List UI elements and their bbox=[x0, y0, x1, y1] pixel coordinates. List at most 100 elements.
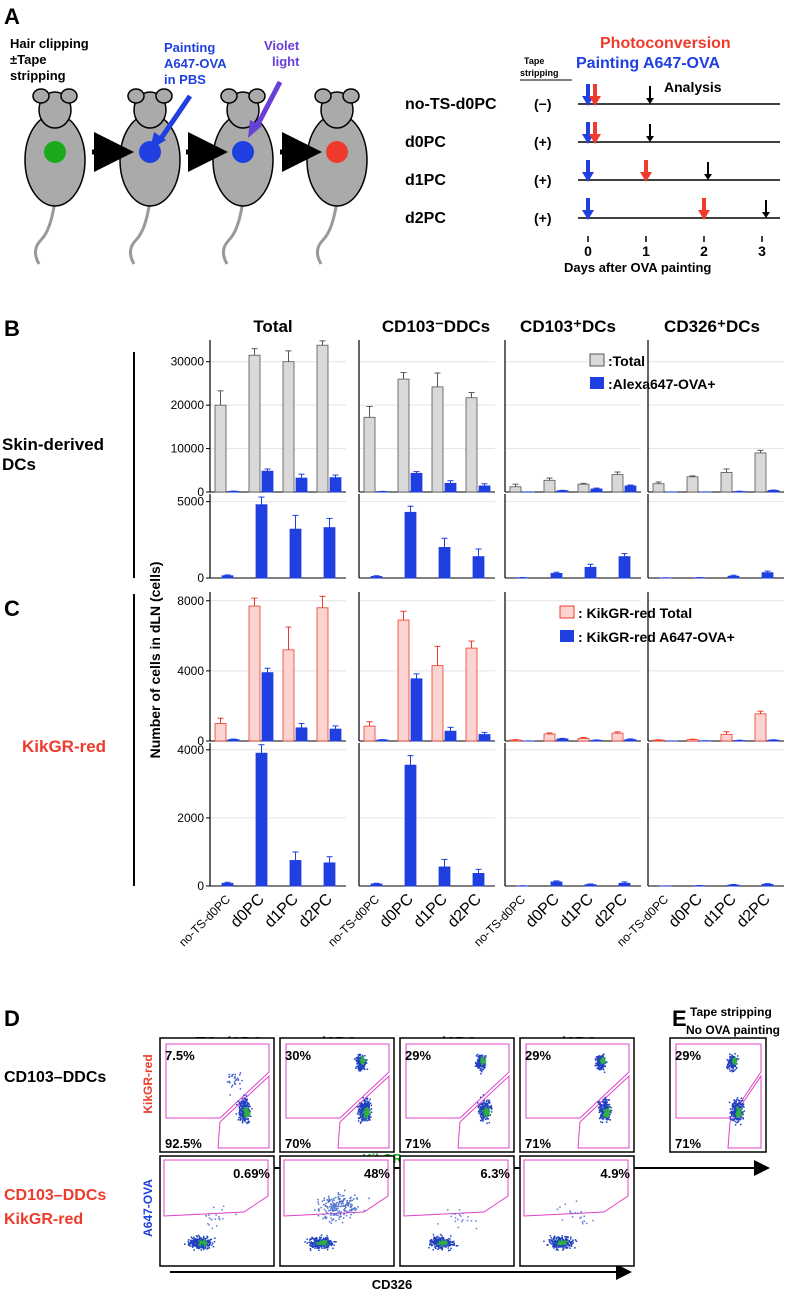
bar-total bbox=[363, 725, 376, 742]
y-tick-label: 0 bbox=[197, 879, 204, 893]
y-tick-label: 5000 bbox=[177, 495, 204, 509]
group-title: CD103⁺DCs bbox=[520, 317, 616, 336]
y-tick-label: 2000 bbox=[177, 811, 204, 825]
subplot bbox=[358, 592, 495, 742]
bar-total bbox=[611, 732, 624, 742]
gate-pct-bottom: 71% bbox=[675, 1136, 701, 1151]
bar-total bbox=[577, 483, 590, 493]
bar-total bbox=[652, 483, 665, 493]
y-tick-label: 30000 bbox=[171, 355, 205, 369]
bar-ova bbox=[550, 573, 563, 579]
y-tick-label: 0 bbox=[197, 734, 204, 748]
bar-total bbox=[397, 378, 410, 493]
gate-pct-bottom: 70% bbox=[285, 1136, 311, 1151]
bar-total bbox=[509, 486, 522, 493]
group-title: CD103⁻DDCs bbox=[382, 317, 490, 336]
bar-ova bbox=[584, 566, 597, 579]
x-tick-label: d2PC bbox=[734, 891, 774, 931]
svg-text:±Tape: ±Tape bbox=[10, 52, 47, 67]
mouse-2 bbox=[119, 88, 181, 265]
flow-ylabel-1: KikGR-red bbox=[141, 1054, 155, 1113]
bar-ova bbox=[618, 882, 631, 887]
bar-ova bbox=[255, 752, 268, 887]
bar-ova bbox=[410, 678, 423, 742]
x-tick-label: d2PC bbox=[296, 891, 336, 931]
subplot bbox=[647, 592, 784, 742]
gate-pct-bottom: 71% bbox=[525, 1136, 551, 1151]
panel-letter-a: A bbox=[4, 4, 20, 29]
gate-pct: 6.3% bbox=[480, 1166, 510, 1181]
subplot: 0 10000 20000 30000 bbox=[171, 340, 346, 499]
timeline-xlabel: Days after OVA painting bbox=[564, 260, 711, 275]
mouse-3 bbox=[212, 88, 274, 265]
bar-ova bbox=[410, 472, 423, 493]
flow-plot-row2: 4.9% bbox=[519, 1155, 635, 1267]
y-tick-label: 0 bbox=[197, 485, 204, 499]
svg-text::Total: :Total bbox=[608, 353, 645, 369]
bar-total bbox=[465, 647, 478, 742]
bar-ova bbox=[404, 764, 417, 887]
bar-ova bbox=[624, 739, 637, 742]
svg-text:Tape stripping: Tape stripping bbox=[690, 1005, 772, 1019]
bar-total bbox=[577, 737, 590, 742]
bar-total bbox=[316, 607, 329, 742]
flow-ylabel-2: A647-OVA bbox=[141, 1179, 155, 1237]
subplot bbox=[647, 340, 784, 493]
timeline-row: d1PC (+) bbox=[405, 160, 780, 189]
bar-ova bbox=[295, 727, 308, 742]
bar-total bbox=[431, 665, 444, 742]
bar-ova bbox=[438, 547, 451, 579]
subplot bbox=[647, 743, 784, 887]
bar-ova bbox=[472, 556, 485, 579]
bar-ova bbox=[295, 477, 308, 493]
group-title: Total bbox=[253, 317, 292, 336]
timeline-row-name: no-TS-d0PC bbox=[405, 96, 497, 113]
mouse-4 bbox=[306, 88, 368, 265]
flow-plot-row2: 48% bbox=[279, 1155, 395, 1267]
bar-total bbox=[686, 476, 699, 493]
subplot bbox=[358, 340, 495, 493]
x-tick-label: d1PC bbox=[262, 891, 302, 931]
flow-plot-row2: 6.3% bbox=[399, 1155, 515, 1267]
row2-label-2: KikGR-red bbox=[4, 1211, 83, 1228]
bar-total bbox=[282, 361, 295, 493]
bar-total bbox=[397, 619, 410, 742]
gate-pct-bottom: 71% bbox=[405, 1136, 431, 1151]
panel-letter-c: C bbox=[4, 596, 20, 621]
bar-total bbox=[431, 386, 444, 493]
bar-total bbox=[720, 472, 733, 493]
day-tick-label: 3 bbox=[758, 243, 766, 259]
subplot bbox=[504, 743, 641, 887]
timeline-row-name: d1PC bbox=[405, 172, 446, 189]
subplot bbox=[647, 494, 784, 579]
bar-ova bbox=[444, 482, 457, 493]
legend-c: : KikGR-red Total : KikGR-red A647-OVA+ bbox=[559, 605, 735, 645]
subplot: 0 5000 bbox=[177, 494, 346, 585]
svg-text:light: light bbox=[272, 54, 300, 69]
gate-pct-top: 29% bbox=[405, 1048, 431, 1063]
step-painting: Painting A647-OVA in PBS bbox=[164, 40, 227, 87]
x-tick-label: d2PC bbox=[591, 891, 631, 931]
flow-plot-row1: 30% 70% bbox=[279, 1037, 395, 1153]
bar-total bbox=[248, 354, 261, 493]
x-tick-label: no-TS-d0PC bbox=[176, 892, 233, 949]
bar-ova bbox=[404, 511, 417, 579]
bar-ova bbox=[289, 860, 302, 887]
bar-ova bbox=[329, 477, 342, 493]
y-tick-label: 8000 bbox=[177, 594, 204, 608]
x-tick-label: d1PC bbox=[700, 891, 740, 931]
bar-total bbox=[720, 733, 733, 742]
bar-ova bbox=[727, 575, 740, 579]
timeline-row-ts: (−) bbox=[534, 96, 552, 112]
bar-ova bbox=[624, 485, 637, 493]
bar-ova bbox=[261, 672, 274, 742]
bar-ova bbox=[472, 873, 485, 887]
bar-total bbox=[214, 723, 227, 742]
bar-ova bbox=[478, 734, 491, 742]
timeline-row-ts: (+) bbox=[534, 172, 552, 188]
painting-arrow bbox=[157, 94, 193, 142]
bar-ova bbox=[590, 488, 603, 493]
bar-total bbox=[214, 404, 227, 493]
bar-ova bbox=[478, 485, 491, 493]
